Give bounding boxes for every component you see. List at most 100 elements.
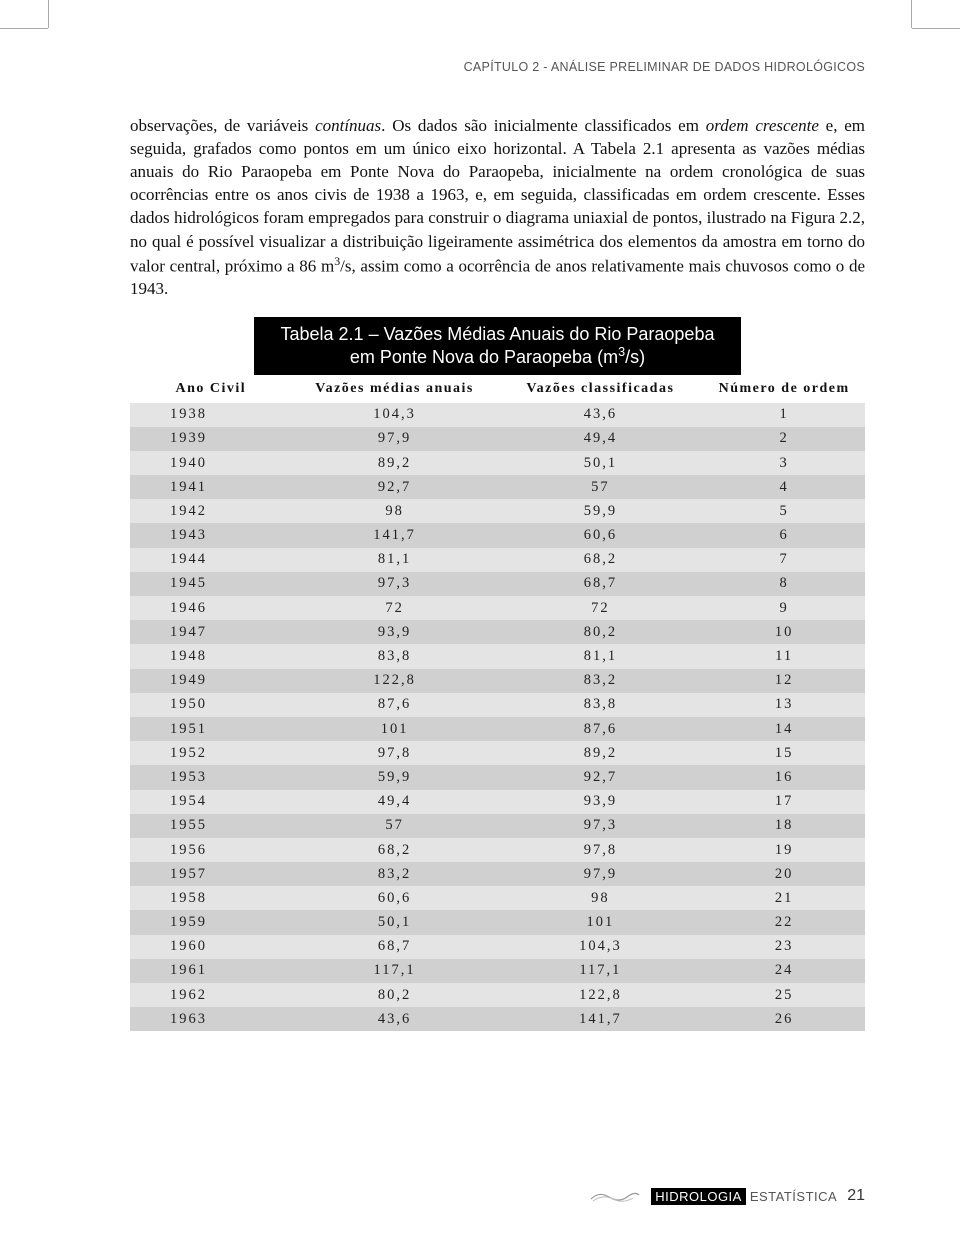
table-cell: 104,3 (497, 935, 703, 959)
table-cell: 97,8 (292, 741, 498, 765)
body-paragraph: observações, de variáveis contínuas. Os … (130, 114, 865, 301)
table-cell: 59,9 (292, 765, 498, 789)
table-cell: 49,4 (497, 427, 703, 451)
table-cell: 57 (292, 814, 498, 838)
table-cell: 1948 (130, 644, 292, 668)
table-cell: 6 (703, 523, 865, 547)
table-row: 194481,168,27 (130, 548, 865, 572)
table-cell: 60,6 (497, 523, 703, 547)
table-cell: 117,1 (497, 959, 703, 983)
table-cell: 1961 (130, 959, 292, 983)
page-number: 21 (847, 1187, 865, 1205)
col-header-media: Vazões médias anuais (292, 375, 498, 403)
table-cell: 87,6 (292, 693, 498, 717)
table-row: 195359,992,716 (130, 765, 865, 789)
table-cell: 11 (703, 644, 865, 668)
table-row: 1938104,343,61 (130, 403, 865, 427)
table-cell: 57 (497, 475, 703, 499)
table-cell: 16 (703, 765, 865, 789)
table-cell: 25 (703, 983, 865, 1007)
table-cell: 83,2 (292, 862, 498, 886)
table-cell: 1945 (130, 572, 292, 596)
table-cell: 20 (703, 862, 865, 886)
table-cell: 1958 (130, 886, 292, 910)
table-row: 195087,683,813 (130, 693, 865, 717)
table-cell: 68,7 (292, 935, 498, 959)
page: CAPÍTULO 2 - ANÁLISE PRELIMINAR DE DADOS… (0, 0, 960, 1251)
table-row: 194672729 (130, 596, 865, 620)
footer-brand-1: HIDROLOGIA (651, 1188, 746, 1205)
table-cell: 60,6 (292, 886, 498, 910)
table-cell: 97,9 (292, 427, 498, 451)
table-cell: 122,8 (497, 983, 703, 1007)
table-row: 195668,297,819 (130, 838, 865, 862)
table-cell: 1938 (130, 403, 292, 427)
table-cell: 1949 (130, 669, 292, 693)
table-cell: 12 (703, 669, 865, 693)
table-cell: 80,2 (497, 620, 703, 644)
col-header-order: Número de ordem (703, 375, 865, 403)
table-cell: 59,9 (497, 499, 703, 523)
table-title: Tabela 2.1 – Vazões Médias Anuais do Rio… (254, 317, 740, 375)
table-cell: 97,3 (497, 814, 703, 838)
crop-mark (48, 0, 49, 28)
table-cell: 104,3 (292, 403, 498, 427)
paragraph-text: observações, de variáveis (130, 116, 315, 135)
table-cell: 81,1 (497, 644, 703, 668)
table-cell: 68,2 (497, 548, 703, 572)
table-cell: 3 (703, 451, 865, 475)
table-cell: 9 (703, 596, 865, 620)
table-cell: 68,2 (292, 838, 498, 862)
table-cell: 97,3 (292, 572, 498, 596)
table-cell: 141,7 (292, 523, 498, 547)
table-container: Tabela 2.1 – Vazões Médias Anuais do Rio… (130, 317, 865, 1032)
footer-brand: HIDROLOGIA ESTATÍSTICA (651, 1188, 837, 1205)
table-cell: 21 (703, 886, 865, 910)
table-row: 195449,493,917 (130, 790, 865, 814)
table-cell: 8 (703, 572, 865, 596)
table-row: 194089,250,13 (130, 451, 865, 475)
table-cell: 17 (703, 790, 865, 814)
table-row: 195950,110122 (130, 910, 865, 934)
table-cell: 23 (703, 935, 865, 959)
table-cell: 26 (703, 1007, 865, 1031)
table-row: 195297,889,215 (130, 741, 865, 765)
paragraph-text: e, em seguida, grafados como pontos em u… (130, 116, 865, 275)
table-cell: 98 (292, 499, 498, 523)
table-cell: 83,8 (497, 693, 703, 717)
page-footer: HIDROLOGIA ESTATÍSTICA 21 (589, 1187, 865, 1205)
table-row: 195860,69821 (130, 886, 865, 910)
table-cell: 1939 (130, 427, 292, 451)
table-cell: 7 (703, 548, 865, 572)
table-row: 1961117,1117,124 (130, 959, 865, 983)
table-cell: 50,1 (292, 910, 498, 934)
table-cell: 83,8 (292, 644, 498, 668)
table-row: 196068,7104,323 (130, 935, 865, 959)
table-cell: 92,7 (497, 765, 703, 789)
table-cell: 93,9 (292, 620, 498, 644)
table-cell: 1946 (130, 596, 292, 620)
table-row: 1943141,760,66 (130, 523, 865, 547)
table-cell: 15 (703, 741, 865, 765)
table-title-line2-pre: em Ponte Nova do Paraopeba (m (350, 347, 618, 367)
table-cell: 19 (703, 838, 865, 862)
table-cell: 13 (703, 693, 865, 717)
table-row: 194793,980,210 (130, 620, 865, 644)
table-cell: 43,6 (497, 403, 703, 427)
table-cell: 1960 (130, 935, 292, 959)
table-title-line1: Tabela 2.1 – Vazões Médias Anuais do Rio… (281, 324, 715, 344)
table-cell: 50,1 (497, 451, 703, 475)
table-row: 194883,881,111 (130, 644, 865, 668)
table-cell: 1950 (130, 693, 292, 717)
table-cell: 101 (497, 910, 703, 934)
table-cell: 1941 (130, 475, 292, 499)
table-cell: 72 (292, 596, 498, 620)
table-row: 194192,7574 (130, 475, 865, 499)
table-cell: 1962 (130, 983, 292, 1007)
table-cell: 4 (703, 475, 865, 499)
table-row: 19555797,318 (130, 814, 865, 838)
table-cell: 24 (703, 959, 865, 983)
table-cell: 1940 (130, 451, 292, 475)
paragraph-text: . Os dados são inicialmente classificado… (381, 116, 706, 135)
table-title-line2-post: /s) (625, 347, 645, 367)
